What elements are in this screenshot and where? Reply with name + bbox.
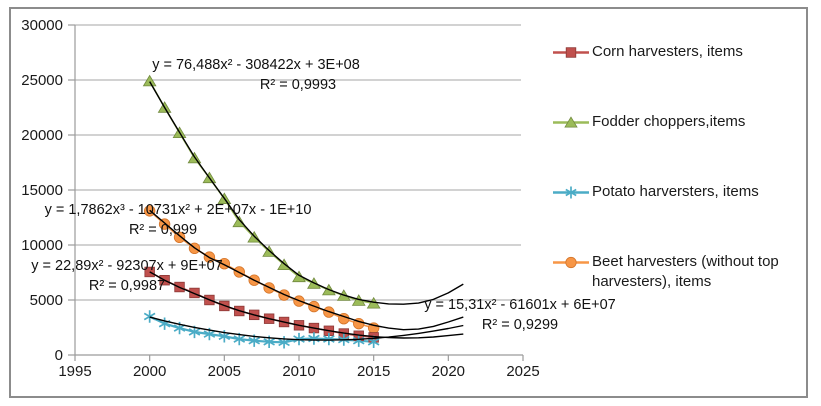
marker-asterisk (143, 310, 156, 323)
x-tick-label: 2025 (506, 363, 539, 380)
y-tick-label: 5000 (30, 292, 63, 309)
trendline-r-squared: R² = 0,999 (128, 222, 198, 238)
x-tick-label: 2000 (133, 363, 166, 380)
y-tick-label: 0 (55, 347, 63, 364)
marker-square (144, 266, 155, 278)
triangle-legend-marker-icon (553, 116, 589, 128)
y-tick-label: 10000 (21, 237, 63, 254)
x-tick-label: 1995 (58, 363, 91, 380)
trendline-r-squared: R² = 0,9993 (259, 77, 337, 93)
asterisk-legend-marker-icon (553, 186, 589, 199)
series-line (149, 271, 374, 339)
legend-label: Corn harvesters, items (592, 43, 743, 60)
marker-triangle (142, 74, 157, 87)
x-tick-label: 2005 (208, 363, 241, 380)
trendline-r-squared: R² = 0,9299 (481, 317, 559, 333)
x-tick-label: 2015 (357, 363, 390, 380)
trendline-equation: y = 15,31x² - 61601x + 6E+07 (424, 297, 616, 313)
legend-item: Beet harvesters (without top harvesters)… (553, 252, 810, 291)
y-tick-label: 15000 (21, 182, 63, 199)
legend-item: Fodder choppers,items (553, 112, 745, 132)
trendline (149, 209, 464, 331)
trendline (149, 271, 464, 339)
legend-label: Fodder choppers,items (592, 113, 746, 130)
x-tick-label: 2020 (432, 363, 465, 380)
circle-legend-marker-icon (553, 256, 589, 269)
marker-circle (173, 231, 186, 244)
square-legend-marker-icon (553, 47, 589, 58)
chart-legend: Corn harvesters, items Fodder choppers,it… (548, 0, 810, 406)
y-tick-label: 20000 (21, 127, 63, 144)
legend-label: Beet harvesters (without top harvesters)… (592, 253, 779, 290)
trendline (149, 316, 464, 341)
trendline-equation: y = 1,7862x³ - 10731x² + 2E+07x - 1E+10 (44, 202, 312, 218)
legend-item: Potato harversters, items (553, 182, 759, 202)
trendline-r-squared: R² = 0,9987 (88, 278, 166, 294)
y-tick-label: 30000 (21, 17, 63, 34)
trendline (149, 81, 464, 305)
trendline-equation: y = 22,89x² - 92307x + 9E+07 (31, 258, 223, 274)
legend-item: Corn harvesters, items (553, 42, 743, 62)
legend-label: Potato harversters, items (592, 183, 759, 200)
x-tick-label: 2010 (282, 363, 315, 380)
marker-asterisk (323, 332, 335, 346)
y-tick-label: 25000 (21, 72, 63, 89)
trendline-equation: y = 76,488x² - 308422x + 3E+08 (152, 57, 360, 73)
